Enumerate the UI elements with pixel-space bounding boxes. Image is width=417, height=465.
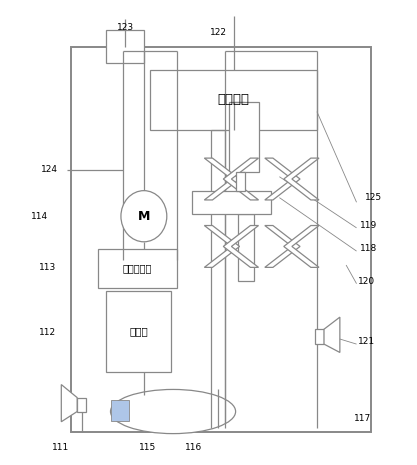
Text: 121: 121 [358,337,376,346]
Polygon shape [324,317,340,352]
Bar [77,398,86,412]
Bar [315,329,324,344]
Text: 111: 111 [52,443,69,452]
Text: 124: 124 [41,165,58,174]
Bar [192,191,271,214]
Bar [238,214,254,281]
Bar [98,249,177,288]
Polygon shape [284,158,319,200]
Text: 115: 115 [139,443,157,452]
Bar [150,70,317,130]
Bar [229,102,259,172]
Polygon shape [204,226,239,267]
Bar [111,400,129,421]
Text: 118: 118 [360,244,378,253]
Bar [106,30,144,63]
Text: 第一过滤器: 第一过滤器 [123,264,152,273]
Text: 112: 112 [39,328,57,337]
Text: M: M [138,210,150,223]
Polygon shape [284,226,319,267]
Text: 123: 123 [116,23,134,33]
Text: 120: 120 [358,277,376,286]
Polygon shape [265,158,300,200]
Text: 113: 113 [39,263,57,272]
Polygon shape [204,158,239,200]
Polygon shape [265,226,300,267]
Text: 119: 119 [360,221,378,230]
Ellipse shape [111,390,236,433]
Bar [71,46,371,432]
Text: 125: 125 [364,193,382,202]
Polygon shape [61,385,77,422]
Text: 114: 114 [31,212,48,221]
Text: 显示装置: 显示装置 [218,93,249,106]
Bar [106,291,171,372]
Polygon shape [224,226,259,267]
Text: 122: 122 [211,28,227,37]
Text: 117: 117 [354,414,372,423]
Text: 积尘室: 积尘室 [129,326,148,336]
Polygon shape [224,158,259,200]
Text: 116: 116 [185,443,203,452]
Circle shape [121,191,167,242]
Bar [236,172,245,191]
